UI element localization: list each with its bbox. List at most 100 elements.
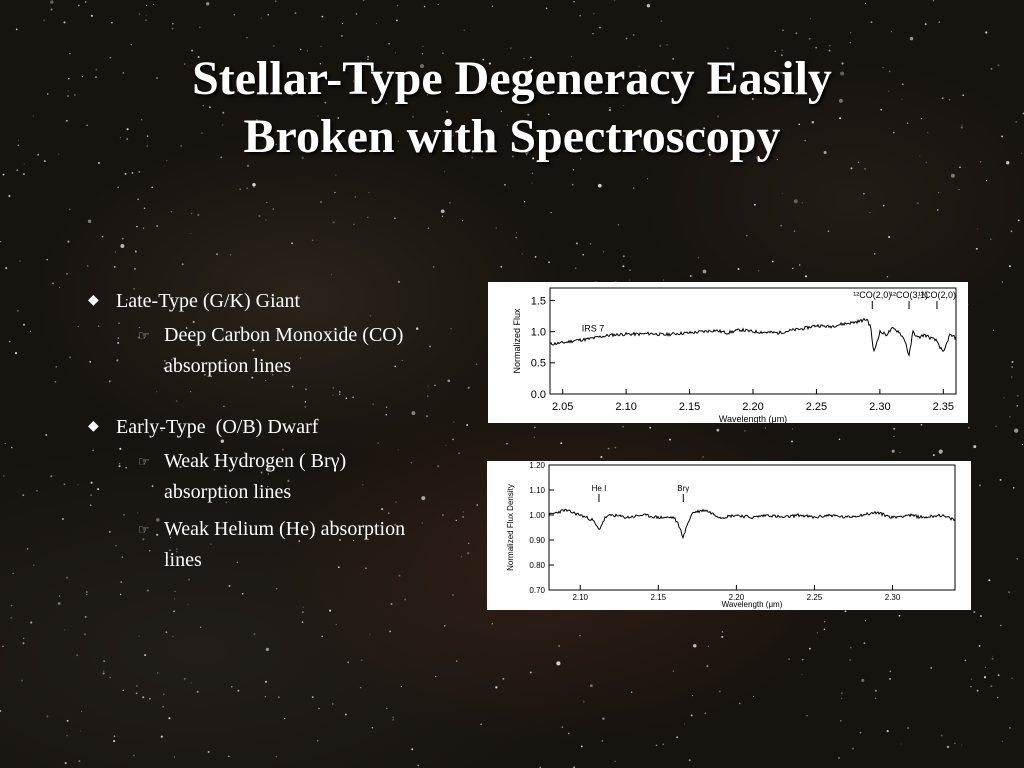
star-dot — [259, 340, 262, 343]
star-dot — [864, 2, 867, 4]
star-dot — [109, 676, 111, 679]
star-dot — [780, 54, 783, 57]
star-dot — [213, 468, 216, 471]
star-dot — [156, 518, 160, 522]
star-dot — [181, 263, 184, 266]
subbullet-text: Weak Helium (He) absorption lines — [164, 518, 406, 571]
star-dot — [0, 241, 2, 243]
star-dot — [1011, 376, 1013, 378]
star-dot — [983, 676, 987, 679]
star-dot — [119, 593, 122, 596]
star-dot — [669, 438, 671, 441]
star-dot — [252, 182, 256, 187]
star-dot — [176, 550, 178, 553]
star-dot — [344, 713, 347, 716]
star-dot — [377, 442, 379, 444]
star-dot — [121, 237, 124, 240]
y-axis-label: Normalized Flux — [512, 308, 522, 374]
star-dot — [210, 81, 212, 84]
star-dot — [950, 173, 955, 178]
star-dot — [85, 593, 88, 596]
star-dot — [764, 427, 766, 429]
star-dot — [291, 385, 294, 388]
star-dot — [755, 156, 759, 159]
star-dot — [65, 119, 68, 122]
star-dot — [462, 220, 464, 222]
star-dot — [623, 105, 625, 107]
star-dot — [449, 202, 451, 204]
star-dot — [317, 115, 319, 117]
star-dot — [5, 267, 8, 270]
star-dot — [131, 171, 134, 174]
star-dot — [801, 658, 804, 661]
star-dot — [306, 50, 308, 52]
star-dot — [773, 72, 776, 75]
star-dot — [264, 83, 267, 86]
star-dot — [305, 77, 307, 79]
star-dot — [567, 732, 570, 735]
star-dot — [502, 677, 505, 680]
star-dot — [666, 44, 668, 46]
star-dot — [979, 160, 982, 163]
star-dot — [937, 191, 940, 194]
star-dot — [839, 719, 842, 722]
line-annotation: He I — [592, 484, 607, 493]
star-dot — [119, 447, 122, 450]
star-dot — [1011, 366, 1013, 368]
star-dot — [521, 253, 523, 255]
x-tick-label: 2.15 — [651, 593, 667, 602]
star-dot — [1008, 591, 1011, 594]
star-dot — [87, 219, 92, 223]
star-dot — [12, 572, 14, 574]
star-dot — [930, 666, 933, 669]
star-dot — [828, 49, 831, 52]
y-tick-label: 1.0 — [531, 326, 546, 338]
star-dot — [573, 144, 576, 146]
star-dot — [291, 81, 294, 84]
star-dot — [22, 637, 25, 640]
star-dot — [23, 163, 25, 165]
star-dot — [804, 275, 808, 278]
star-dot — [1008, 265, 1011, 268]
star-dot — [156, 390, 158, 393]
star-dot — [54, 381, 57, 383]
dwarf-spectrum-plot: 2.10 2.15 2.20 2.25 2.30 0.70 0.80 0.90 1.00 1.10… — [506, 461, 956, 609]
star-dot — [1016, 558, 1019, 560]
star-dot — [266, 201, 268, 204]
star-dot — [187, 603, 189, 605]
star-dot — [388, 43, 390, 45]
star-dot — [926, 131, 929, 134]
star-dot — [69, 356, 71, 359]
star-dot — [208, 106, 211, 109]
star-dot — [997, 696, 999, 699]
bullet-label: Early-Type (O/B) Dwarf — [116, 416, 319, 438]
star-dot — [115, 545, 117, 547]
star-dot — [464, 155, 467, 157]
star-dot — [804, 139, 806, 142]
star-dot — [875, 697, 877, 699]
x-tick-label: 2.25 — [807, 593, 823, 602]
star-dot — [311, 696, 314, 699]
star-dot — [125, 298, 128, 301]
star-dot — [145, 14, 147, 16]
star-dot — [793, 230, 796, 232]
star-dot — [751, 98, 754, 100]
star-dot — [476, 504, 478, 506]
star-dot — [703, 135, 705, 137]
star-dot — [886, 730, 889, 733]
star-dot — [185, 327, 188, 329]
star-dot — [337, 566, 340, 569]
star-dot — [265, 647, 270, 652]
star-dot — [137, 512, 139, 514]
pointing-hand-icon: ☞ — [138, 328, 150, 343]
star-dot — [272, 45, 275, 47]
star-dot — [15, 28, 18, 31]
star-dot — [363, 0, 365, 2]
star-dot — [74, 94, 76, 96]
star-dot — [601, 739, 604, 742]
star-dot — [442, 52, 444, 55]
star-dot — [342, 148, 345, 151]
star-dot — [236, 89, 239, 92]
star-dot — [359, 61, 363, 64]
star-dot — [253, 633, 256, 636]
